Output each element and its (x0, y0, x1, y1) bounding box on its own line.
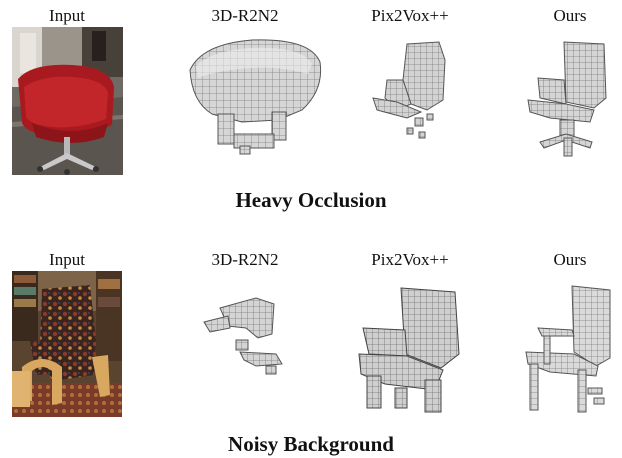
column-label-pix2vox: Pix2Vox++ (371, 6, 449, 25)
voxel-render-ours-occlusion (527, 41, 607, 157)
caption-noisy-background: Noisy Background (228, 432, 394, 456)
voxel-render-ours-noisy (525, 285, 611, 413)
input-photo-red-chair (12, 27, 123, 175)
column-label-input-row2: Input (49, 250, 85, 269)
column-label-ours-row2: Ours (553, 250, 587, 269)
caption-heavy-occlusion: Heavy Occlusion (235, 188, 387, 212)
column-label-input: Input (49, 6, 85, 25)
column-label-3d-r2n2-row2: 3D-R2N2 (211, 250, 279, 269)
column-label-pix2vox-row2: Pix2Vox++ (371, 250, 449, 269)
column-label-3d-r2n2: 3D-R2N2 (211, 6, 279, 25)
input-photo-patterned-chair (12, 271, 122, 417)
voxel-render-pix2vox-noisy (358, 287, 460, 413)
voxel-render-3d-r2n2-occlusion (189, 39, 322, 155)
voxel-render-pix2vox-occlusion (372, 41, 446, 139)
voxel-render-3d-r2n2-noisy (203, 297, 283, 375)
column-label-ours: Ours (553, 6, 587, 25)
